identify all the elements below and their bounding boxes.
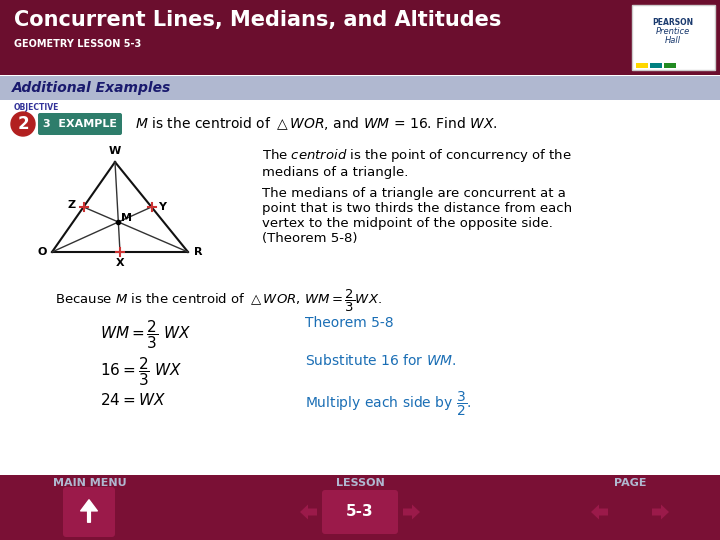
Text: W: W <box>109 146 121 156</box>
FancyBboxPatch shape <box>0 76 720 100</box>
Text: Substitute 16 for $WM$.: Substitute 16 for $WM$. <box>305 353 456 368</box>
FancyBboxPatch shape <box>632 5 715 70</box>
FancyBboxPatch shape <box>63 487 115 537</box>
Text: MAIN MENU: MAIN MENU <box>53 478 127 488</box>
FancyBboxPatch shape <box>0 100 720 475</box>
Text: PEARSON: PEARSON <box>652 18 693 27</box>
Text: $WM = \dfrac{2}{3}\ WX$: $WM = \dfrac{2}{3}\ WX$ <box>100 318 192 351</box>
Text: Prentice: Prentice <box>656 27 690 36</box>
Text: The $\it{centroid}$ is the point of concurrency of the
medians of a triangle.: The $\it{centroid}$ is the point of conc… <box>262 147 572 179</box>
Text: $24 = WX$: $24 = WX$ <box>100 392 166 408</box>
FancyBboxPatch shape <box>38 113 122 135</box>
FancyBboxPatch shape <box>650 63 662 68</box>
Text: PAGE: PAGE <box>613 478 647 488</box>
Text: X: X <box>116 258 125 268</box>
Text: R: R <box>194 247 202 257</box>
Text: O: O <box>37 247 47 257</box>
Text: Hall: Hall <box>665 36 681 45</box>
Text: 2: 2 <box>17 115 29 133</box>
FancyBboxPatch shape <box>636 63 648 68</box>
Text: 5-3: 5-3 <box>346 504 374 519</box>
Text: Theorem 5-8: Theorem 5-8 <box>305 316 394 330</box>
Text: 3  EXAMPLE: 3 EXAMPLE <box>43 119 117 129</box>
FancyArrow shape <box>591 504 608 519</box>
FancyArrow shape <box>403 504 420 519</box>
FancyBboxPatch shape <box>322 490 398 534</box>
Text: $M$ is the centroid of $\triangle WOR$, and $WM$ = 16. Find $WX$.: $M$ is the centroid of $\triangle WOR$, … <box>135 116 498 132</box>
Text: GEOMETRY LESSON 5-3: GEOMETRY LESSON 5-3 <box>14 39 141 49</box>
Text: Z: Z <box>68 200 76 210</box>
Text: The medians of a triangle are concurrent at a
point that is two thirds the dista: The medians of a triangle are concurrent… <box>262 187 572 245</box>
Text: M: M <box>121 213 132 223</box>
Text: Additional Examples: Additional Examples <box>12 81 171 95</box>
FancyArrow shape <box>652 504 669 519</box>
Text: OBJECTIVE: OBJECTIVE <box>14 104 59 112</box>
Text: Y: Y <box>158 202 166 212</box>
FancyArrow shape <box>300 504 317 519</box>
FancyBboxPatch shape <box>664 63 676 68</box>
Text: $16 = \dfrac{2}{3}\ WX$: $16 = \dfrac{2}{3}\ WX$ <box>100 355 182 388</box>
Circle shape <box>11 112 35 136</box>
Text: Multiply each side by $\dfrac{3}{2}$.: Multiply each side by $\dfrac{3}{2}$. <box>305 390 472 418</box>
FancyBboxPatch shape <box>0 0 720 75</box>
Text: LESSON: LESSON <box>336 478 384 488</box>
Text: Concurrent Lines, Medians, and Altitudes: Concurrent Lines, Medians, and Altitudes <box>14 10 501 30</box>
Text: Because $M$ is the centroid of $\triangle WOR$, $WM=\dfrac{2}{3}WX$.: Because $M$ is the centroid of $\triangl… <box>55 288 382 314</box>
FancyBboxPatch shape <box>0 475 720 540</box>
